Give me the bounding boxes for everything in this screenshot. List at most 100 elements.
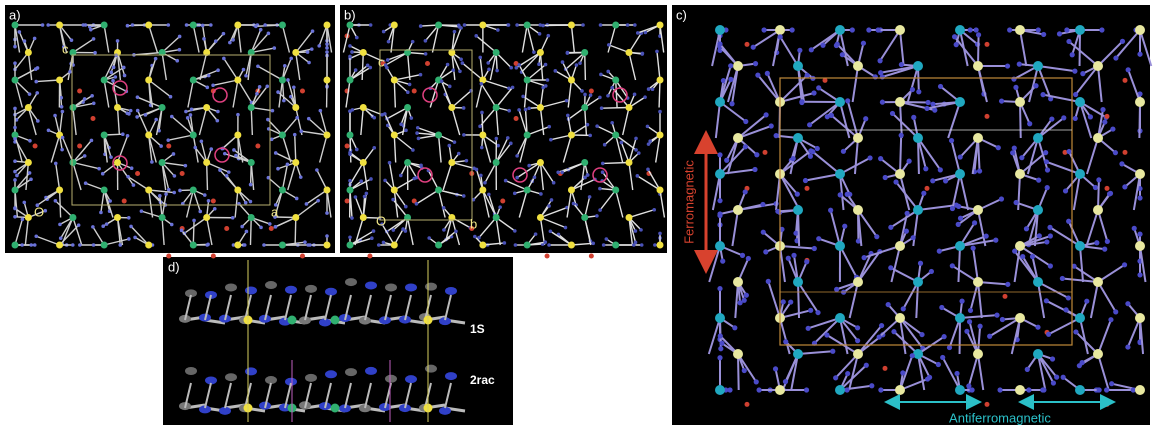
atom [126, 24, 130, 28]
bond [193, 220, 194, 245]
metal [1135, 313, 1145, 323]
atom [509, 66, 513, 70]
atom [236, 113, 240, 117]
atom [130, 166, 134, 170]
metal [360, 104, 367, 111]
atom [816, 85, 821, 90]
atom [938, 84, 943, 89]
atom [507, 23, 511, 27]
atom [267, 32, 271, 36]
atom [406, 90, 410, 94]
atom [1035, 325, 1040, 330]
atom [417, 137, 421, 141]
atom [752, 167, 757, 172]
axis-label: a [271, 204, 279, 219]
atom [386, 58, 390, 62]
atom [317, 44, 321, 48]
metal [331, 404, 340, 413]
panel-label: b) [344, 7, 356, 22]
metal [612, 22, 619, 29]
atom [90, 139, 94, 143]
atom [761, 230, 766, 235]
atom [462, 194, 466, 198]
atom [419, 24, 423, 28]
atom [363, 195, 367, 199]
atom [366, 64, 370, 68]
atom [652, 208, 656, 212]
atom [524, 108, 528, 112]
atom [427, 236, 431, 240]
atom [33, 243, 37, 247]
atom [547, 243, 551, 247]
atom [538, 32, 542, 36]
metal [101, 187, 108, 194]
atom [133, 236, 137, 240]
water [545, 254, 550, 259]
metal [493, 214, 500, 221]
metal [56, 22, 63, 29]
atom [954, 42, 959, 47]
metal [190, 22, 197, 29]
atom [515, 154, 519, 158]
metal [435, 187, 442, 194]
bond [738, 354, 739, 390]
atom [976, 32, 981, 37]
atom [959, 299, 964, 304]
metal [657, 22, 664, 29]
metal [1033, 133, 1043, 143]
atom [647, 87, 651, 91]
metal [292, 49, 299, 56]
metal [1075, 241, 1085, 251]
atom [773, 366, 778, 371]
atom [122, 66, 126, 70]
atom [254, 25, 258, 29]
atom [517, 108, 521, 112]
metal [190, 77, 197, 84]
atom [272, 46, 276, 50]
bond [900, 135, 901, 174]
atom [29, 243, 33, 247]
atom [249, 183, 253, 187]
atom [1063, 307, 1068, 312]
water [985, 402, 990, 407]
atom [575, 63, 579, 67]
metal [835, 169, 845, 179]
atom [299, 129, 303, 133]
metal [612, 187, 619, 194]
atom [919, 332, 924, 337]
atom [605, 237, 609, 241]
bond [350, 135, 351, 163]
bond [798, 210, 799, 246]
atom [355, 36, 359, 40]
metal [1093, 205, 1103, 215]
metal [733, 61, 743, 71]
metal [835, 97, 845, 107]
atom [158, 194, 162, 198]
atom [136, 95, 140, 99]
atom [478, 125, 482, 129]
metal [775, 385, 785, 395]
atom [385, 375, 397, 383]
atom [442, 206, 446, 210]
metal [448, 104, 455, 111]
metal [479, 242, 486, 249]
metal [234, 242, 241, 249]
metal [1075, 385, 1085, 395]
atom [13, 61, 17, 65]
water [823, 78, 828, 83]
metal [324, 132, 331, 139]
atom [653, 243, 657, 247]
atom [863, 116, 868, 121]
atom [424, 52, 428, 56]
metal [234, 77, 241, 84]
atom [372, 229, 376, 233]
metal [279, 187, 286, 194]
atom [830, 349, 835, 354]
metal [581, 214, 588, 221]
atom [13, 159, 17, 163]
atom [84, 23, 88, 27]
atom [112, 66, 116, 70]
atom [718, 346, 723, 351]
atom [41, 23, 45, 27]
atom [840, 52, 845, 57]
